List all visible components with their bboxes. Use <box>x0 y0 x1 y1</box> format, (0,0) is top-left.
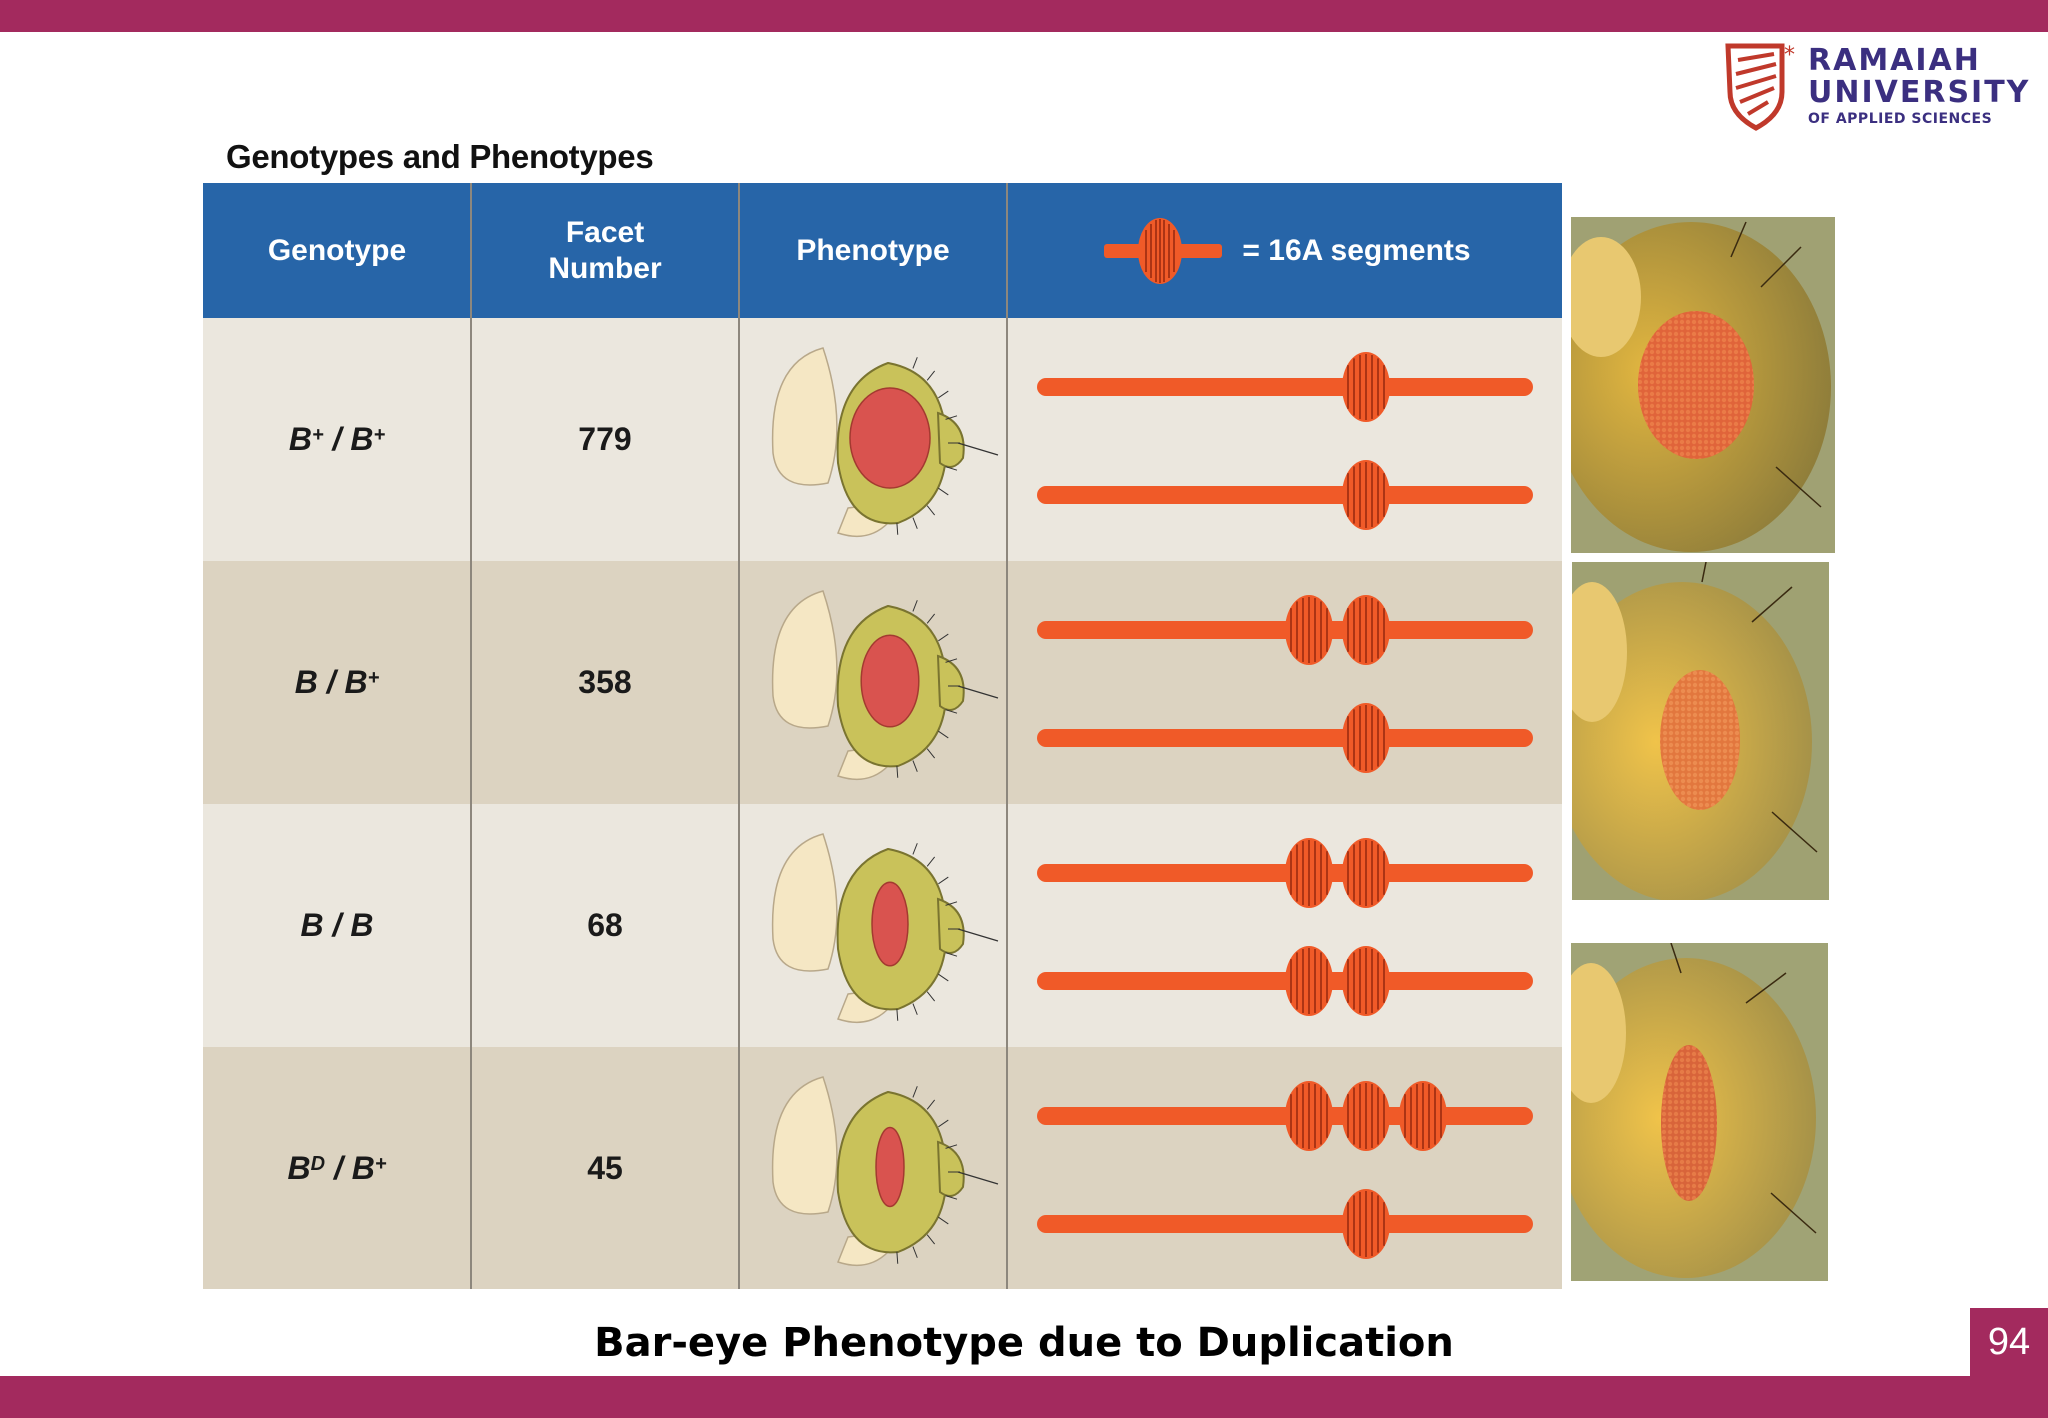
fly-head-drawing <box>771 347 999 538</box>
column-divider <box>470 183 472 1289</box>
logo-shield-icon: * <box>1725 43 1795 131</box>
university-logo: * RAMAIAH UNIVERSITY OF APPLIED SCIENCES <box>1722 40 2028 132</box>
column-divider <box>738 183 740 1289</box>
fly-head-drawing <box>771 1076 999 1267</box>
facet-number-cell: 68 <box>587 907 623 943</box>
logo-line-2: UNIVERSITY <box>1808 75 2031 110</box>
logo-line-1: RAMAIAH <box>1808 43 1981 78</box>
fly-head-drawing <box>771 833 999 1024</box>
chromosome-bottom <box>1037 703 1533 773</box>
facet-number-cell: 779 <box>578 421 632 457</box>
chromosome-top <box>1037 595 1533 665</box>
genotype-cell: B / B + <box>294 664 380 700</box>
facet-number-cell: 358 <box>578 664 632 700</box>
chromosome-bottom <box>1037 1189 1533 1259</box>
bottom-band <box>0 1376 2048 1418</box>
column-divider <box>1006 183 1008 1289</box>
genotype-cell: B + / B + <box>288 421 386 457</box>
header-legend: = 16A segments <box>1007 183 1562 318</box>
fly-eye-photo <box>1571 217 1835 553</box>
slide-caption: Bar-eye Phenotype due to Duplication <box>594 1320 1454 1366</box>
chromosome-bottom <box>1037 460 1533 530</box>
genotype-cell: B / B <box>300 907 374 943</box>
chromosome-bottom <box>1037 946 1533 1016</box>
logo-line-3: OF APPLIED SCIENCES <box>1808 111 1993 127</box>
fly-eye-photo <box>1572 562 1829 900</box>
logo-text: RAMAIAH UNIVERSITY OF APPLIED SCIENCES <box>1808 43 2031 127</box>
figure-title: Genotypes and Phenotypes <box>226 138 654 175</box>
chromosome-top <box>1037 352 1533 422</box>
page-number: 94 <box>1970 1308 2048 1376</box>
top-band <box>0 0 2048 32</box>
fly-head-drawing <box>771 590 999 781</box>
chromosome-top <box>1037 1081 1533 1151</box>
fly-eye-photo <box>1571 943 1828 1281</box>
table-drawings <box>771 347 1533 1267</box>
header-facet-number: Facet Number <box>548 215 662 285</box>
facet-number-cell: 45 <box>587 1149 623 1186</box>
table-header <box>203 183 1562 318</box>
legend-label: = 16A segments <box>1242 233 1471 267</box>
header-phenotype: Phenotype <box>796 233 950 267</box>
svg-text:*: * <box>1784 43 1795 68</box>
chromosome-top <box>1037 838 1533 908</box>
genotype-table: Genotype Facet Number Phenotype = 16A se… <box>203 183 1562 1289</box>
header-genotype: Genotype <box>267 233 407 267</box>
segment-legend-icon <box>1104 217 1223 284</box>
